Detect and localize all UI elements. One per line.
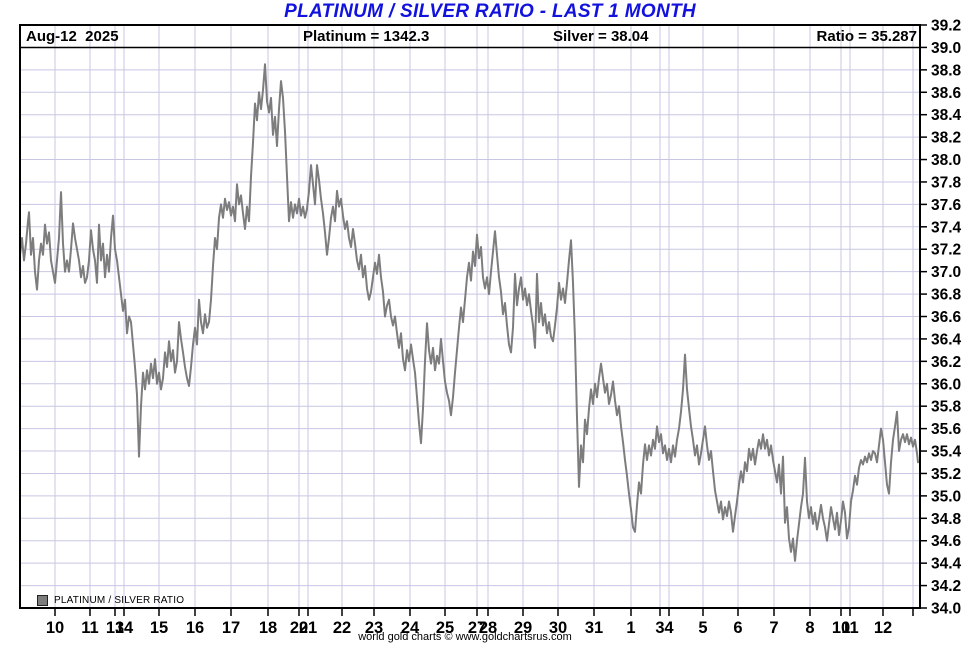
x-axis-tick-label: 27 [468,619,486,637]
x-axis-tick-label: 7 [769,619,778,637]
x-axis-tick-label: 3 [655,619,664,637]
y-axis-tick-label: 37.0 [931,264,961,281]
chart-title: PLATINUM / SILVER RATIO - LAST 1 MONTH [284,1,696,22]
x-axis-tick-label: 13 [106,619,124,637]
y-axis-tick-label: 37.6 [931,197,962,214]
x-axis-tick-label: 23 [365,619,383,637]
y-axis-tick-label: 38.0 [931,152,961,169]
header-silver-value: Silver = 38.04 [553,28,649,45]
x-axis-tick-label: 15 [150,619,168,637]
header-ratio-value: Ratio = 35.287 [816,28,917,45]
ratio-line [19,63,919,562]
x-axis-tick-label: 18 [259,619,277,637]
y-axis-tick-label: 38.4 [931,107,962,124]
x-axis-tick-label: 21 [299,619,317,637]
x-axis-tick-label: 29 [514,619,532,637]
y-axis-tick-label: 34.2 [931,578,961,595]
y-axis-tick-label: 35.4 [931,444,962,461]
y-axis-tick-label: 36.2 [931,354,961,371]
x-axis-tick-label: 16 [186,619,204,637]
y-axis-tick-label: 37.4 [931,219,962,236]
x-axis-tick-label: 20 [290,619,308,637]
y-axis-tick-label: 36.6 [931,309,962,326]
x-axis-tick-label: 1 [626,619,635,637]
y-axis-tick-label: 34.6 [931,533,962,550]
y-axis-tick-label: 35.2 [931,466,961,483]
x-axis-tick-label: 30 [549,619,567,637]
x-axis-tick-label: 17 [222,619,240,637]
y-axis-tick-label: 36.4 [931,331,962,348]
x-axis-tick-label: 8 [805,619,814,637]
x-axis-tick-label: 12 [874,619,892,637]
x-axis-tick-label: 5 [698,619,707,637]
x-axis-tick-label: 22 [333,619,351,637]
x-axis-tick-label: 11 [81,619,98,637]
y-axis-tick-label: 37.8 [931,174,962,191]
x-axis-tick-label: 31 [585,619,603,637]
y-axis-tick-label: 36.0 [931,376,961,393]
y-axis-tick-label: 39.2 [931,18,961,35]
y-axis-tick-label: 38.6 [931,85,962,102]
header-date: Aug-12 2025 [26,28,119,45]
y-axis-tick-label: 35.8 [931,399,962,416]
y-axis-tick-label: 38.2 [931,130,961,147]
y-axis-tick-label: 37.2 [931,242,961,259]
y-axis-tick-label: 38.8 [931,62,962,79]
x-axis-tick-label: 14 [115,619,134,637]
x-axis-tick-label: 4 [664,619,674,637]
header-platinum-value: Platinum = 1342.3 [303,28,430,45]
x-axis-tick-label: 10 [46,619,64,637]
y-axis-tick-label: 36.8 [931,287,962,304]
footer-credit: world gold charts © www.goldchartsrus.co… [358,631,572,643]
y-axis-tick-label: 35.0 [931,488,961,505]
y-axis-tick-label: 39.0 [931,40,961,57]
legend-swatch-icon [37,594,48,606]
x-axis-tick-label: 25 [436,619,454,637]
x-axis-tick-label: 28 [479,619,497,637]
y-axis-tick-label: 35.6 [931,421,962,438]
legend-label: PLATINUM / SILVER RATIO [54,594,185,606]
legend: PLATINUM / SILVER RATIO [37,594,184,606]
x-axis-tick-label: 6 [733,619,742,637]
y-axis-tick-label: 34.0 [931,601,961,618]
y-axis-tick-label: 34.4 [931,556,962,573]
x-axis-tick-label: 11 [841,619,858,637]
x-axis-tick-label: 10 [832,619,850,637]
x-axis-tick-label: 24 [401,619,420,637]
y-axis-tick-label: 34.8 [931,511,962,528]
